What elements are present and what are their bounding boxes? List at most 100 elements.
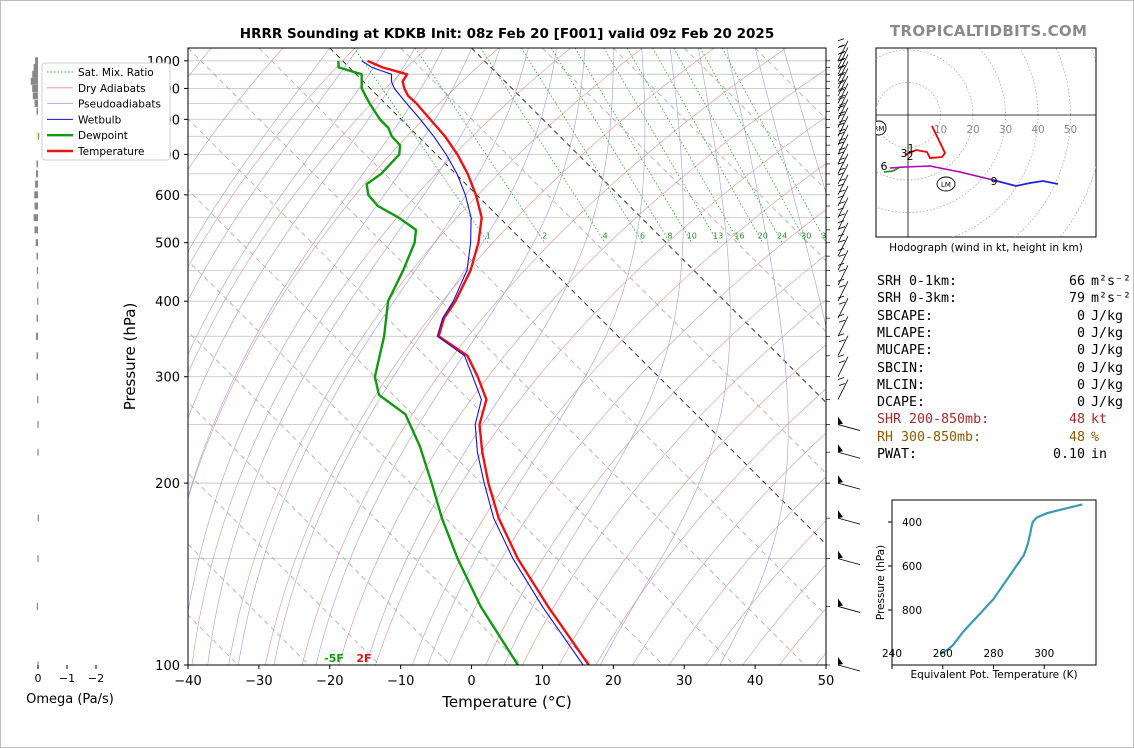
barb-feather <box>838 72 846 75</box>
series-dewpoint-line <box>337 60 519 665</box>
barb-feather <box>837 38 845 42</box>
wind-barb <box>837 207 849 231</box>
x-axis-label: Temperature (°C) <box>441 693 571 711</box>
mixing-ratio-line <box>699 48 807 243</box>
barb-feather <box>837 262 845 266</box>
omega-bar <box>37 421 39 429</box>
barb-staff <box>837 606 861 613</box>
wind-barb <box>837 141 849 165</box>
dry-adiabat <box>188 48 356 268</box>
omega-bar <box>36 252 38 260</box>
pseudoadiabat <box>188 48 331 253</box>
omega-bar <box>37 297 39 305</box>
barb-feather <box>837 172 845 176</box>
surface-dewpoint-label: -5F <box>324 652 344 665</box>
y-tick-label: 500 <box>155 237 180 252</box>
dry-adiabat <box>522 299 826 665</box>
omega-bar <box>32 84 38 92</box>
mixing-ratio-line <box>721 48 826 243</box>
omega-tick-label: −2 <box>88 672 104 685</box>
barb-feather <box>838 301 846 305</box>
wind-barb <box>837 313 849 337</box>
wind-barb <box>837 657 861 672</box>
stat-label: SBCIN: <box>877 360 926 376</box>
stat-row: MUCAPE: 0 J/kg <box>877 342 1134 360</box>
omega-bar <box>35 180 38 188</box>
pseudoadiabat <box>238 48 529 665</box>
hodograph-height-label: 2 <box>907 150 914 163</box>
stat-value: 48 <box>1068 412 1085 428</box>
legend: Sat. Mix. Ratio Dry Adiabats Pseudoadiabat… <box>41 62 171 161</box>
barb-staff <box>837 40 849 61</box>
barb-feather <box>838 360 846 364</box>
mixing-ratio-line <box>480 48 606 243</box>
hodograph-height-label: 3 <box>901 147 908 160</box>
barb-feather <box>837 278 845 282</box>
mixing-ratio-label: 36 <box>821 232 831 241</box>
theta-e-y-tick-label: 800 <box>902 605 922 617</box>
barb-feather <box>838 239 846 243</box>
barb-feather <box>837 313 845 317</box>
stat-value: 66 <box>1068 274 1085 289</box>
wind-barb <box>837 475 861 490</box>
stat-value: 79 <box>1068 291 1085 307</box>
stat-label: MLCIN: <box>877 377 926 393</box>
omega-bar <box>33 214 38 222</box>
dry-adiabat <box>191 48 571 665</box>
barb-pennant <box>838 550 843 559</box>
barb-staff <box>837 424 861 431</box>
barb-staff <box>837 356 849 377</box>
wind-barb <box>837 377 849 400</box>
barb-staff <box>837 281 849 302</box>
legend-label: Wetbulb <box>78 114 122 126</box>
omega-bar <box>34 226 38 234</box>
legend-label: Sat. Mix. Ratio <box>78 67 154 79</box>
wind-barb <box>837 333 849 356</box>
wind-barb <box>837 416 861 431</box>
barb-pennant <box>838 598 843 607</box>
isotherm-line <box>542 48 826 333</box>
hodograph-trace-low <box>904 125 947 159</box>
barb-feather <box>838 119 846 123</box>
barb-feather <box>837 73 845 77</box>
mixing-ratio-label: 2 <box>542 232 547 241</box>
barb-feather <box>838 51 846 54</box>
stat-unit: J/kg <box>1091 377 1124 393</box>
stat-value: 0 <box>1076 308 1085 324</box>
stat-row: SHR 200-850mb: 48 kt <box>877 411 1134 429</box>
omega-bar <box>36 314 38 322</box>
dry-adiabat <box>188 48 499 500</box>
barb-feather <box>837 96 845 100</box>
barb-feather <box>838 253 846 257</box>
x-tick-label: −10 <box>387 674 414 689</box>
barb-staff <box>837 316 849 337</box>
barb-staff <box>837 482 861 490</box>
pseudoadiabat <box>599 48 731 665</box>
hodograph-ring-label: 40 <box>1031 124 1044 136</box>
series-wetbulb-line <box>361 60 584 665</box>
wind-barb <box>837 151 849 175</box>
mixing-ratio-label: 13 <box>713 232 723 241</box>
barb-feather <box>837 183 845 187</box>
barb-feather <box>837 247 845 251</box>
barb-staff <box>837 379 849 400</box>
omega-bar <box>36 107 38 115</box>
x-tick-label: 30 <box>676 674 693 689</box>
isotherm-line <box>258 48 826 616</box>
barb-staff <box>837 265 849 286</box>
dry-adiabat <box>375 116 826 665</box>
stat-value: 0 <box>1076 325 1085 341</box>
y-tick-label: 100 <box>155 659 180 674</box>
isotherm-line <box>188 48 806 665</box>
x-tick-label: −30 <box>245 674 272 689</box>
omega-bar <box>32 70 38 78</box>
stat-value: 0 <box>1076 395 1085 411</box>
barb-feather <box>838 339 846 343</box>
theta-e-x-tick-label: 280 <box>983 648 1003 660</box>
dry-adiabat <box>228 48 643 665</box>
omega-tick-label: 0 <box>35 672 42 685</box>
barb-staff <box>837 143 849 165</box>
stat-unit: J/kg <box>1091 343 1124 359</box>
omega-bar <box>37 555 39 563</box>
